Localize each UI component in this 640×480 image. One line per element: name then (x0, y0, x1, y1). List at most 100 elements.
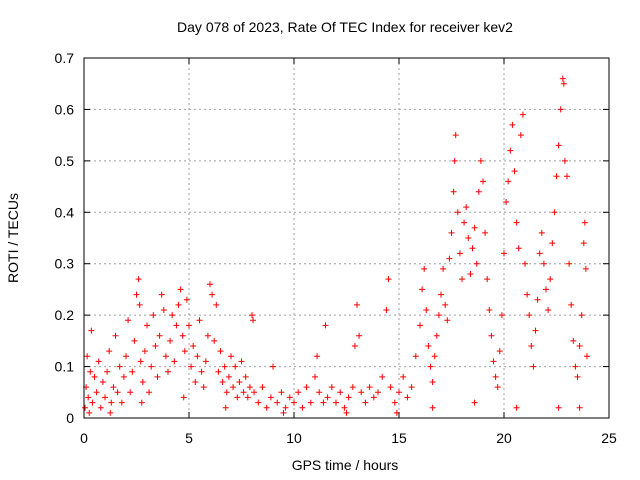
data-point (473, 260, 480, 267)
data-point (228, 353, 234, 360)
data-point (249, 312, 255, 319)
data-point (156, 332, 163, 339)
data-point (559, 75, 566, 82)
data-point (219, 379, 226, 385)
data-point (524, 291, 531, 298)
data-point (543, 286, 549, 293)
data-point (404, 394, 411, 401)
data-point (84, 353, 91, 360)
x-tick-label: 5 (185, 430, 193, 446)
data-point (286, 394, 293, 401)
data-point (204, 332, 211, 339)
data-point (456, 250, 463, 257)
data-point (471, 224, 478, 231)
data-point (135, 276, 142, 283)
data-point (91, 373, 98, 380)
data-point (467, 271, 474, 277)
data-point (280, 409, 287, 416)
data-point (93, 389, 100, 396)
data-point (561, 157, 568, 164)
data-point (435, 312, 442, 319)
data-point (555, 404, 562, 411)
data-point (89, 399, 96, 406)
data-point (118, 399, 125, 406)
data-point (536, 250, 543, 257)
data-point (291, 399, 297, 406)
data-point (303, 384, 310, 391)
data-point (568, 301, 575, 308)
data-point (576, 404, 583, 411)
data-point (270, 363, 276, 370)
data-point (507, 147, 514, 154)
data-point (482, 229, 489, 236)
data-point (238, 358, 245, 365)
data-point (211, 337, 218, 344)
x-axis-label: GPS time / hours (292, 457, 399, 473)
data-point (349, 384, 356, 391)
data-point (316, 389, 323, 396)
data-point (169, 312, 176, 319)
data-point (133, 291, 140, 298)
data-point (221, 363, 228, 370)
data-point (244, 394, 251, 401)
data-point (255, 399, 262, 406)
data-point (358, 389, 365, 396)
data-point (528, 343, 535, 349)
data-point (341, 404, 348, 411)
data-point (343, 409, 350, 416)
data-point (188, 363, 195, 370)
data-point (162, 353, 169, 360)
data-point (282, 404, 289, 411)
x-tick-label: 20 (496, 430, 512, 446)
data-point (240, 389, 247, 396)
plot-frame (83, 57, 610, 419)
data-point (267, 394, 274, 401)
data-point (475, 188, 482, 195)
data-point (515, 245, 522, 252)
data-point (167, 337, 174, 344)
data-point (141, 348, 148, 355)
y-axis-label: ROTI / TECUs (5, 193, 21, 283)
data-point (207, 281, 213, 288)
data-point (112, 332, 119, 339)
data-point (370, 394, 377, 401)
data-point (557, 106, 564, 113)
data-point (138, 399, 145, 406)
data-point (451, 157, 458, 164)
data-point (198, 368, 205, 375)
data-point (560, 80, 567, 87)
data-point (452, 132, 459, 139)
data-point (144, 322, 150, 329)
data-point (534, 296, 541, 303)
data-point (484, 276, 491, 283)
data-point (572, 363, 579, 370)
data-point (158, 291, 165, 298)
data-point (519, 111, 526, 118)
data-point (433, 332, 440, 339)
data-point (104, 368, 111, 375)
data-point (82, 404, 89, 411)
data-point (150, 312, 157, 319)
data-point (146, 389, 153, 396)
data-point (95, 358, 102, 365)
data-point (425, 343, 432, 349)
data-point (328, 384, 335, 391)
data-point (578, 312, 585, 319)
data-point (320, 399, 327, 406)
axis-ticks: 0 0.1 0.2 0.3 0.4 0.5 0.6 0.7 0 5 10 15 20 25 (55, 50, 617, 446)
data-point (580, 240, 587, 247)
data-point (431, 353, 438, 360)
data-point (511, 168, 518, 175)
data-point (190, 343, 197, 349)
data-point (108, 399, 115, 406)
data-point (492, 373, 499, 380)
data-point (102, 394, 108, 401)
data-point (223, 389, 230, 396)
data-point (513, 219, 520, 226)
y-tick-label: 0.6 (55, 101, 75, 117)
data-point (419, 286, 426, 293)
data-point (501, 250, 507, 257)
data-point (566, 260, 573, 267)
y-tick-label: 0.3 (55, 256, 75, 272)
data-point (454, 209, 461, 216)
